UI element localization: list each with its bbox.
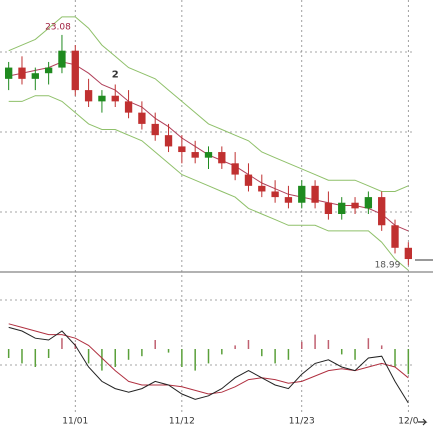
candle-body xyxy=(338,202,346,214)
histogram-bar xyxy=(34,349,37,367)
candle-body xyxy=(311,185,319,203)
candle-body xyxy=(18,67,26,79)
lower-band xyxy=(8,95,409,271)
x-tick-label: 11/23 xyxy=(289,417,315,427)
moving-average xyxy=(8,61,409,232)
histogram-bar xyxy=(301,341,303,349)
candle-body xyxy=(58,50,66,68)
histogram-bar xyxy=(354,349,356,360)
histogram-bar xyxy=(101,349,103,371)
x-tick-label: 11/01 xyxy=(62,417,88,427)
scroll-arrow[interactable] xyxy=(418,418,428,426)
candle-body xyxy=(364,197,373,209)
candle-body xyxy=(138,112,146,124)
histogram-bar xyxy=(127,349,130,360)
candle-body xyxy=(298,185,306,203)
histogram-bar xyxy=(141,349,143,357)
candle-body xyxy=(351,202,359,209)
histogram-bar xyxy=(194,349,196,371)
annotation: 2 xyxy=(112,69,119,80)
histogram-bar xyxy=(167,349,170,353)
candle-body xyxy=(124,101,133,113)
candle-body xyxy=(4,67,13,79)
low-label: 18.99 xyxy=(375,261,401,271)
candle-body xyxy=(324,202,333,214)
candle-body xyxy=(404,247,413,260)
candle-body xyxy=(218,152,226,164)
histogram-bar xyxy=(287,349,290,360)
candle-body xyxy=(151,123,159,136)
signal-line xyxy=(8,323,409,395)
histogram-bar xyxy=(61,338,63,349)
candle-body xyxy=(378,197,386,226)
candle-body xyxy=(98,95,106,102)
histogram-bar xyxy=(340,349,343,355)
histogram-bar xyxy=(154,340,156,349)
histogram-bar xyxy=(47,349,50,358)
candle-body xyxy=(178,146,186,153)
macd-line xyxy=(8,326,409,404)
x-tick-label: 12/0 xyxy=(398,417,418,427)
histogram-bar xyxy=(394,349,396,367)
candle-body xyxy=(84,90,93,102)
high-label: 23.08 xyxy=(45,22,71,32)
candle-body xyxy=(191,152,199,158)
histogram-bar xyxy=(367,338,370,349)
histogram-bar xyxy=(181,349,183,367)
candle-body xyxy=(258,185,266,192)
candle-body xyxy=(244,174,253,186)
histogram-bar xyxy=(87,349,90,364)
histogram-bar xyxy=(380,345,383,349)
upper-band xyxy=(8,16,409,192)
candle-body xyxy=(391,225,399,248)
candle-body xyxy=(71,50,79,91)
candle-body xyxy=(204,152,213,158)
histogram-bar xyxy=(221,349,223,355)
histogram-bar xyxy=(327,340,330,349)
candle-body xyxy=(271,191,279,198)
histogram-bar xyxy=(234,345,236,349)
histogram-bar xyxy=(407,349,410,375)
histogram-bar xyxy=(207,349,210,364)
candle-body xyxy=(284,197,293,203)
x-tick-label: 11/12 xyxy=(169,417,195,427)
histogram-bar xyxy=(274,349,276,364)
candle-body xyxy=(44,67,53,74)
histogram-bar xyxy=(7,349,10,358)
candle-body xyxy=(231,163,239,175)
histogram-bar xyxy=(261,349,263,357)
histogram-bar xyxy=(21,349,23,364)
candle-body xyxy=(164,135,173,147)
histogram-bar xyxy=(247,340,250,349)
candle-body xyxy=(31,73,39,79)
histogram-bar xyxy=(314,334,316,349)
candle-body xyxy=(111,95,119,102)
histogram-bar xyxy=(114,349,116,367)
